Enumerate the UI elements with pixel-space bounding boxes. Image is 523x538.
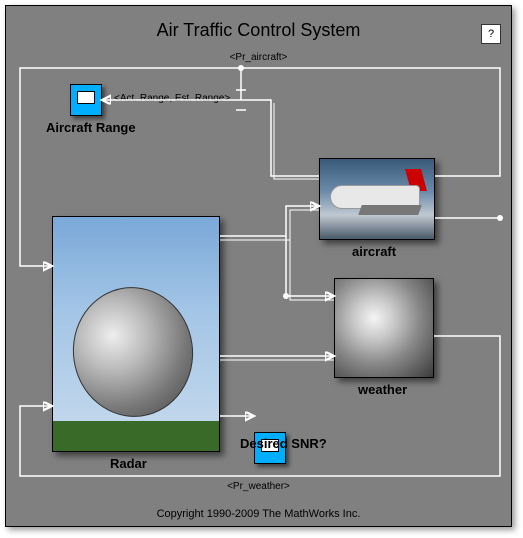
label-radar: Radar: [110, 456, 147, 471]
radar-ground-art: [53, 421, 219, 451]
help-button[interactable]: ?: [481, 24, 501, 44]
label-aircraft-range: Aircraft Range: [46, 120, 136, 135]
signal-label-bottom: <Pr_weather>: [6, 481, 511, 492]
signal-label-range: <Act. Range, Est. Range>: [114, 93, 230, 104]
label-aircraft: aircraft: [352, 244, 396, 259]
signal-label-top: <Pr_aircraft>: [6, 52, 511, 63]
block-radar[interactable]: [52, 216, 220, 452]
aircraft-wing-art: [358, 205, 422, 215]
copyright-text: Copyright 1990-2009 The MathWorks Inc.: [6, 508, 511, 520]
radar-dish-art: [65, 279, 202, 424]
diagram-title: Air Traffic Control System: [6, 20, 511, 41]
block-aircraft[interactable]: [319, 158, 435, 240]
label-desired-snr: Desired SNR?: [240, 436, 327, 451]
label-weather: weather: [358, 382, 407, 397]
scope-aircraft-range[interactable]: [70, 84, 102, 116]
diagram-canvas: Air Traffic Control System ? <Pr_aircraf…: [5, 5, 512, 527]
help-icon: ?: [488, 28, 494, 40]
block-weather[interactable]: [334, 278, 434, 378]
